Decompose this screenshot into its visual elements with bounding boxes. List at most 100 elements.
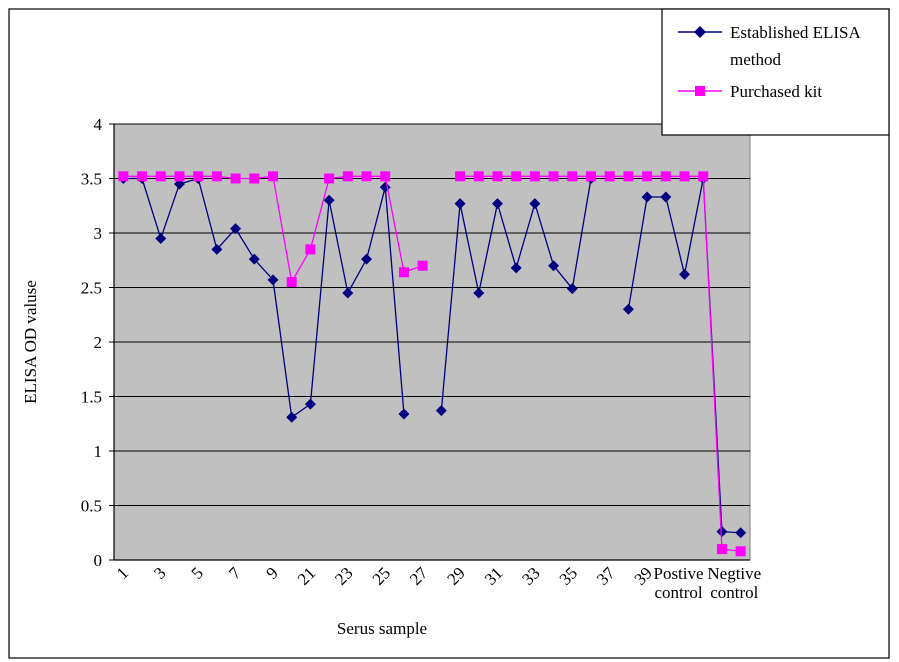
- series-line-segment: [478, 203, 499, 294]
- data-point-diamond: [304, 398, 316, 410]
- y-tick-label: 2: [94, 333, 103, 352]
- y-tick-label: 1: [94, 442, 103, 461]
- data-point-diamond: [342, 287, 354, 299]
- series-line-segment: [553, 265, 573, 290]
- data-point-diamond: [361, 253, 373, 265]
- data-point-diamond: [286, 411, 298, 423]
- data-point-square: [398, 267, 409, 278]
- series-line-segment: [571, 178, 592, 289]
- data-point-square: [642, 171, 653, 182]
- data-point-square: [268, 171, 278, 182]
- series-line-segment: [291, 249, 311, 283]
- data-point-square: [716, 544, 727, 555]
- series-line-segment: [197, 178, 218, 250]
- data-point-square: [679, 171, 690, 182]
- series-line-segment: [272, 279, 293, 418]
- series-line-segment: [384, 187, 405, 414]
- data-point-square: [211, 171, 222, 182]
- x-tick-label-control: Negtive: [707, 564, 761, 583]
- data-point-diamond: [473, 287, 485, 299]
- y-tick-label: 3.5: [81, 170, 102, 189]
- legend-marker-purchased: [695, 86, 705, 96]
- data-point-diamond: [679, 268, 691, 280]
- series-layer: [117, 171, 747, 557]
- series-line-segment: [665, 196, 686, 275]
- series-established: [117, 173, 747, 539]
- data-point-diamond: [230, 223, 242, 235]
- data-point-square: [137, 171, 148, 182]
- x-tick-label-control: control: [710, 583, 758, 602]
- data-point-diamond: [566, 283, 578, 295]
- data-point-square: [380, 171, 391, 182]
- data-point-square: [735, 546, 746, 557]
- legend-label-established-line2: method: [730, 50, 781, 69]
- y-tick-label: 0.5: [81, 497, 102, 516]
- series-line-segment: [384, 176, 405, 273]
- data-point-square: [417, 260, 428, 271]
- data-point-square: [660, 171, 671, 182]
- y-tick-label: 2.5: [81, 279, 102, 298]
- series-line-segment: [216, 228, 237, 250]
- y-tick-label: 4: [94, 115, 103, 134]
- series-line-segment: [309, 200, 330, 405]
- data-point-square: [174, 171, 185, 182]
- data-point-diamond: [248, 253, 260, 265]
- data-point-diamond: [454, 198, 466, 210]
- data-point-diamond: [267, 274, 279, 286]
- y-tick-label: 3: [94, 224, 103, 243]
- legend: Established ELISA method Purchased kit: [661, 8, 890, 136]
- series-line-segment: [627, 196, 648, 310]
- data-point-diamond: [529, 198, 541, 210]
- series-line-segment: [272, 176, 293, 283]
- legend-label-purchased: Purchased kit: [730, 82, 822, 101]
- x-axis-title: Serus sample: [337, 619, 427, 638]
- data-point-diamond: [155, 232, 167, 244]
- legend-label-established: Established ELISA: [730, 23, 862, 42]
- data-point-square: [455, 171, 466, 182]
- y-tick-label: 1.5: [81, 388, 102, 407]
- data-point-square: [492, 171, 503, 182]
- data-point-square: [567, 171, 578, 182]
- data-point-diamond: [622, 303, 634, 315]
- series-line-segment: [141, 178, 162, 239]
- series-line-segment: [496, 203, 517, 269]
- data-point-square: [230, 173, 241, 184]
- data-point-square: [604, 171, 615, 182]
- data-point-diamond: [660, 191, 672, 203]
- series-line-segment: [160, 183, 181, 239]
- data-point-diamond: [548, 260, 560, 272]
- data-point-square: [586, 171, 596, 182]
- data-point-diamond: [398, 408, 410, 420]
- data-point-square: [511, 171, 522, 182]
- data-point-square: [305, 244, 316, 255]
- data-point-diamond: [211, 243, 223, 255]
- y-tick-label: 0: [94, 551, 103, 570]
- series-line-segment: [515, 203, 536, 269]
- data-point-diamond: [716, 526, 728, 538]
- y-axis-title: ELISA OD valuse: [21, 280, 40, 404]
- series-line-segment: [459, 203, 480, 294]
- data-point-square: [473, 171, 484, 182]
- data-point-square: [324, 173, 335, 184]
- series-line-segment: [683, 178, 704, 275]
- data-point-square: [342, 171, 353, 182]
- x-tick-label-control: control: [654, 583, 702, 602]
- series-line-segment: [440, 203, 461, 411]
- data-point-square: [155, 171, 166, 182]
- data-point-square: [529, 171, 540, 182]
- data-point-square: [361, 171, 372, 182]
- data-point-square: [623, 171, 634, 182]
- series-line-segment: [702, 176, 723, 550]
- legend-marker-established: [694, 26, 706, 38]
- series-line-segment: [235, 228, 255, 260]
- data-point-square: [286, 277, 297, 288]
- data-point-diamond: [510, 262, 522, 274]
- data-point-square: [118, 171, 129, 182]
- series-purchased: [118, 171, 746, 557]
- series-line-segment: [328, 200, 349, 294]
- data-point-square: [193, 171, 204, 182]
- data-point-diamond: [435, 405, 447, 417]
- data-point-diamond: [323, 194, 335, 206]
